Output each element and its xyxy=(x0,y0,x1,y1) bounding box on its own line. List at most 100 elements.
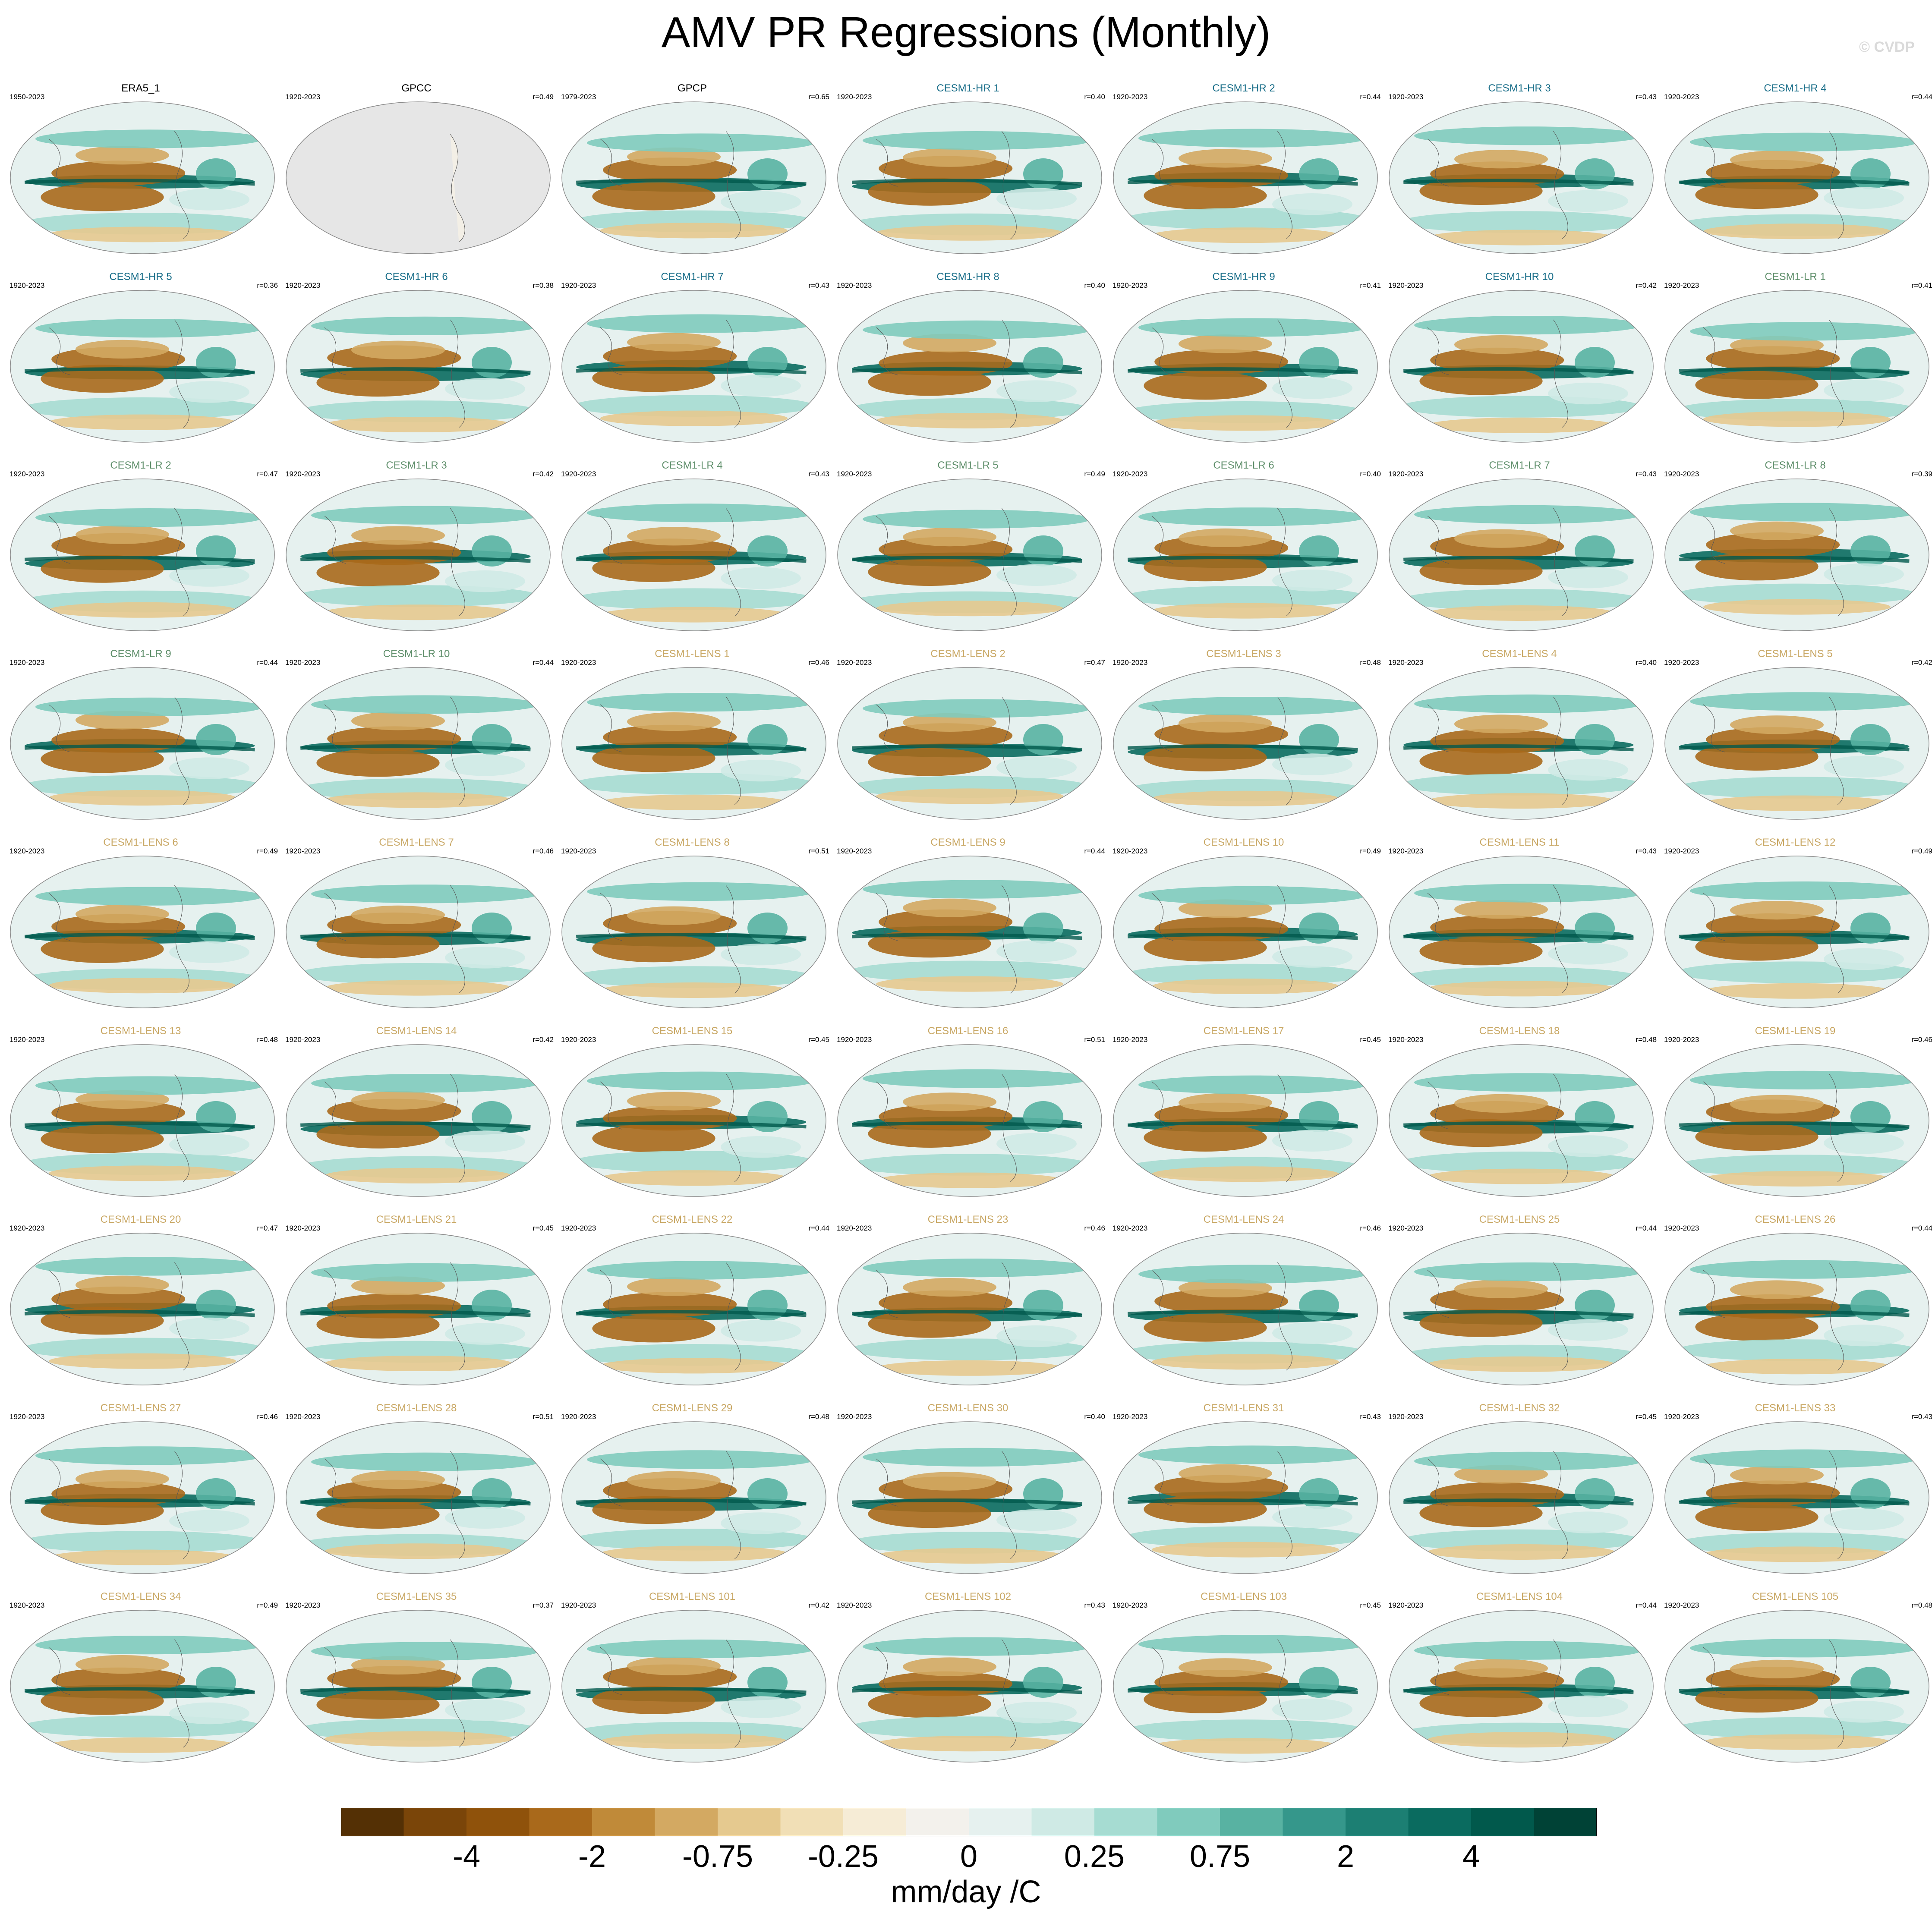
panel-years: 1920-2023 xyxy=(1388,281,1424,290)
pattern-blob xyxy=(311,316,539,335)
pattern-blob xyxy=(879,909,1013,935)
pattern-blob xyxy=(592,1314,715,1343)
pattern-blob xyxy=(1690,503,1917,522)
panel-title: CESM1-LENS 18 xyxy=(1479,1025,1560,1037)
pattern-blob xyxy=(1850,1290,1891,1321)
pattern-blob xyxy=(1299,1478,1339,1509)
pattern-blob xyxy=(1428,793,1615,809)
panel-title: CESM1-LENS 14 xyxy=(376,1025,457,1037)
panel-pattern-correlation: r=0.44 xyxy=(1911,1224,1932,1232)
colorbar-bin xyxy=(592,1808,655,1836)
pattern-blob xyxy=(849,1532,1090,1554)
pattern-blob xyxy=(721,1320,801,1342)
map-panel: CESM1-LENS 9 1920-2023 r=0.44 xyxy=(831,832,1105,1013)
pattern-blob xyxy=(600,1733,788,1749)
pattern-blob xyxy=(1179,714,1272,733)
pattern-blob xyxy=(587,1640,814,1659)
map-panel: CESM1-LENS 28 1920-2023 r=0.51 xyxy=(279,1398,554,1579)
pattern-blob xyxy=(627,333,721,352)
panel-pattern-correlation: r=0.42 xyxy=(808,1601,829,1609)
map-panel: CESM1-LENS 35 1920-2023 r=0.37 xyxy=(279,1586,554,1767)
pattern-blob xyxy=(445,378,525,400)
pattern-blob xyxy=(1144,1313,1267,1342)
pattern-blob xyxy=(747,1478,788,1509)
pattern-blob xyxy=(1690,1639,1917,1658)
panel-title: CESM1-LENS 23 xyxy=(927,1214,1009,1225)
panel-years: 1920-2023 xyxy=(285,470,321,478)
panel-title: CESM1-LENS 20 xyxy=(100,1214,181,1225)
pattern-blob xyxy=(169,1510,249,1532)
pattern-blob xyxy=(721,375,801,397)
pattern-blob xyxy=(1428,1732,1615,1748)
map-panel: CESM1-LENS 2 1920-2023 r=0.47 xyxy=(831,643,1105,825)
pattern-blob xyxy=(35,1636,263,1655)
pattern-blob xyxy=(472,1667,512,1698)
pattern-blob xyxy=(51,1286,186,1312)
pattern-blob xyxy=(311,506,539,525)
panel-pattern-correlation: r=0.38 xyxy=(533,281,554,290)
panel-pattern-correlation: r=0.37 xyxy=(533,1601,554,1609)
pattern-blob xyxy=(1695,1123,1819,1151)
pattern-blob xyxy=(1023,913,1063,944)
pattern-blob xyxy=(600,607,788,623)
panel-title: CESM1-LENS 15 xyxy=(652,1025,733,1037)
pattern-blob xyxy=(1272,193,1352,215)
robinson-map xyxy=(286,856,551,1008)
map-panel: GPCC 1920-2023 r=0.49 xyxy=(279,78,554,259)
robinson-map xyxy=(837,290,1102,443)
pattern-blob xyxy=(868,178,991,206)
pattern-blob xyxy=(1272,753,1352,775)
map-panel: CESM1-LR 2 1920-2023 r=0.47 xyxy=(3,455,278,636)
panel-title: CESM1-LENS 6 xyxy=(103,837,178,848)
pattern-blob xyxy=(903,1472,996,1491)
map-panel: CESM1-HR 10 1920-2023 r=0.42 xyxy=(1382,266,1657,447)
robinson-map xyxy=(1389,1044,1654,1197)
panel-title: CESM1-LR 9 xyxy=(110,648,171,660)
pattern-blob xyxy=(1454,714,1548,733)
robinson-map xyxy=(10,290,275,443)
pattern-blob xyxy=(747,347,788,378)
pattern-blob xyxy=(903,148,996,167)
pattern-blob xyxy=(1575,535,1615,567)
panel-years: 1920-2023 xyxy=(285,1413,321,1421)
pattern-blob xyxy=(1677,1717,1917,1739)
panel-pattern-correlation: r=0.44 xyxy=(808,1224,829,1232)
pattern-blob xyxy=(600,410,788,426)
map-panel: CESM1-HR 1 1920-2023 r=0.40 xyxy=(831,78,1105,259)
pattern-blob xyxy=(863,131,1090,150)
pattern-blob xyxy=(1548,567,1628,589)
pattern-blob xyxy=(1428,1356,1615,1372)
pattern-blob xyxy=(996,188,1077,210)
pattern-blob xyxy=(76,525,169,544)
pattern-blob xyxy=(587,693,814,712)
pattern-blob xyxy=(51,1667,186,1693)
map-panel: CESM1-LR 4 1920-2023 r=0.43 xyxy=(555,455,829,636)
panel-title: ERA5_1 xyxy=(121,82,160,94)
panel-pattern-correlation: r=0.43 xyxy=(1636,93,1657,101)
pattern-blob xyxy=(325,1356,512,1371)
robinson-map xyxy=(561,1233,826,1385)
pattern-blob xyxy=(1272,570,1352,592)
pattern-blob xyxy=(1152,1542,1339,1558)
pattern-blob xyxy=(574,395,814,417)
panel-pattern-correlation: r=0.48 xyxy=(808,1413,829,1421)
pattern-blob xyxy=(863,699,1090,718)
panel-pattern-correlation: r=0.44 xyxy=(1084,847,1105,855)
pattern-blob xyxy=(1824,1508,1904,1530)
pattern-blob xyxy=(592,744,715,772)
panel-years: 1920-2023 xyxy=(1664,658,1699,667)
pattern-blob xyxy=(1575,724,1615,755)
panel-title: CESM1-LENS 29 xyxy=(652,1402,733,1414)
map-panel: CESM1-LR 6 1920-2023 r=0.40 xyxy=(1106,455,1381,636)
pattern-blob xyxy=(863,1448,1090,1467)
pattern-blob xyxy=(49,1165,236,1181)
robinson-map xyxy=(561,478,826,631)
pattern-blob xyxy=(196,1667,236,1698)
panel-years: 1920-2023 xyxy=(837,470,872,478)
map-panel: CESM1-LENS 17 1920-2023 r=0.45 xyxy=(1106,1020,1381,1202)
pattern-blob xyxy=(592,182,715,211)
pattern-blob xyxy=(1272,1506,1352,1528)
panel-years: 1920-2023 xyxy=(1388,1601,1424,1609)
pattern-blob xyxy=(1690,881,1917,900)
panel-pattern-correlation: r=0.49 xyxy=(533,93,554,101)
